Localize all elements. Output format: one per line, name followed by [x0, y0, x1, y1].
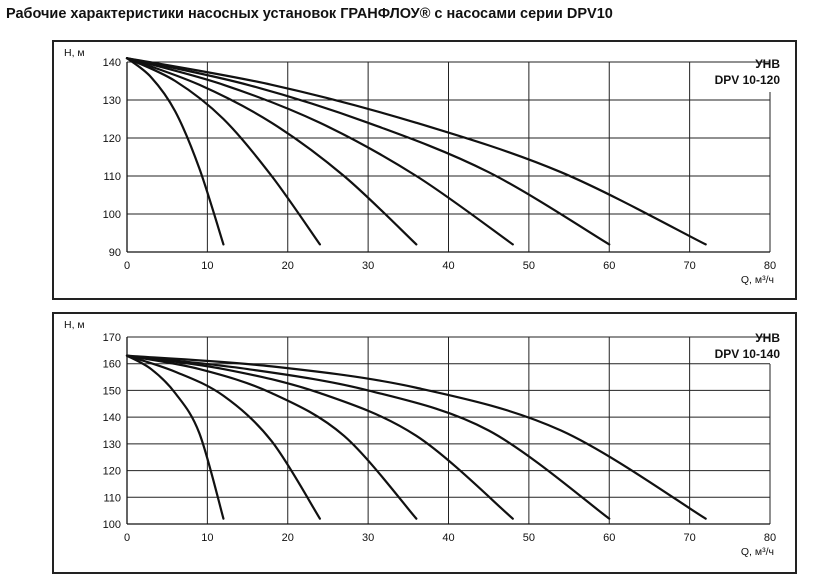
x-tick-label: 70 [684, 532, 696, 544]
y-tick-label: 120 [103, 466, 121, 478]
series-line [125, 57, 514, 246]
series-line [125, 57, 611, 246]
chart-dpv-10-120: 0 10 20 30 40 50 60 70 80 90 100 110 120 130 140 Н, м Q,… [64, 47, 781, 286]
x-tick-label: 60 [603, 260, 615, 272]
y-tick-label: 140 [103, 412, 121, 424]
x-tick-label: 10 [201, 260, 213, 272]
x-tick-label: 20 [282, 260, 294, 272]
y-tick-label: 150 [103, 385, 121, 397]
series-line [125, 57, 418, 246]
series-line [125, 57, 707, 246]
series-line [125, 57, 321, 246]
series-line [125, 354, 707, 520]
chart-title-line: DPV 10-120 [715, 73, 781, 87]
x-tick-label: 80 [764, 532, 776, 544]
x-tick-label: 80 [764, 260, 776, 272]
series-line [125, 354, 225, 520]
x-tick-label: 30 [362, 260, 374, 272]
y-tick-label: 170 [103, 332, 121, 344]
y-tick-label: 140 [103, 57, 121, 69]
x-tick-label: 50 [523, 260, 535, 272]
x-tick-label: 60 [603, 532, 615, 544]
chart-title-line: УНВ [755, 331, 780, 345]
y-tick-label: 110 [103, 171, 121, 183]
y-tick-label: 110 [103, 492, 121, 504]
x-tick-label: 0 [124, 532, 130, 544]
series-line [125, 354, 321, 520]
x-tick-label: 30 [362, 532, 374, 544]
x-axis-label: Q, м³/ч [741, 546, 774, 558]
y-axis-label: Н, м [64, 47, 85, 59]
x-tick-label: 10 [201, 532, 213, 544]
x-tick-label: 40 [442, 532, 454, 544]
series-line [125, 354, 611, 520]
series-line [125, 57, 225, 246]
y-tick-label: 120 [103, 133, 121, 145]
chart-dpv-10-140: 0 10 20 30 40 50 60 70 80 100 110 120 130 140 150 160 17… [64, 319, 781, 558]
series-line [125, 354, 418, 520]
chart-title-line: УНВ [755, 57, 780, 71]
y-tick-label: 100 [103, 209, 121, 221]
x-tick-label: 40 [442, 260, 454, 272]
x-tick-label: 70 [684, 260, 696, 272]
y-tick-label: 130 [103, 95, 121, 107]
chart-panel-dpv-10-140: 0 10 20 30 40 50 60 70 80 100 110 120 130 140 150 160 17… [52, 312, 797, 574]
y-tick-label: 90 [109, 247, 121, 259]
x-tick-label: 20 [282, 532, 294, 544]
y-tick-label: 160 [103, 359, 121, 371]
y-tick-label: 130 [103, 439, 121, 451]
page-title: Рабочие характеристики насосных установо… [6, 6, 613, 22]
series-line [125, 354, 514, 520]
chart-panel-dpv-10-120: 0 10 20 30 40 50 60 70 80 90 100 110 120 130 140 Н, м Q,… [52, 40, 797, 300]
x-axis-label: Q, м³/ч [741, 274, 774, 286]
y-axis-label: Н, м [64, 319, 85, 331]
x-tick-label: 50 [523, 532, 535, 544]
chart-title-line: DPV 10-140 [715, 347, 781, 361]
y-tick-label: 100 [103, 519, 121, 531]
x-tick-label: 0 [124, 260, 130, 272]
